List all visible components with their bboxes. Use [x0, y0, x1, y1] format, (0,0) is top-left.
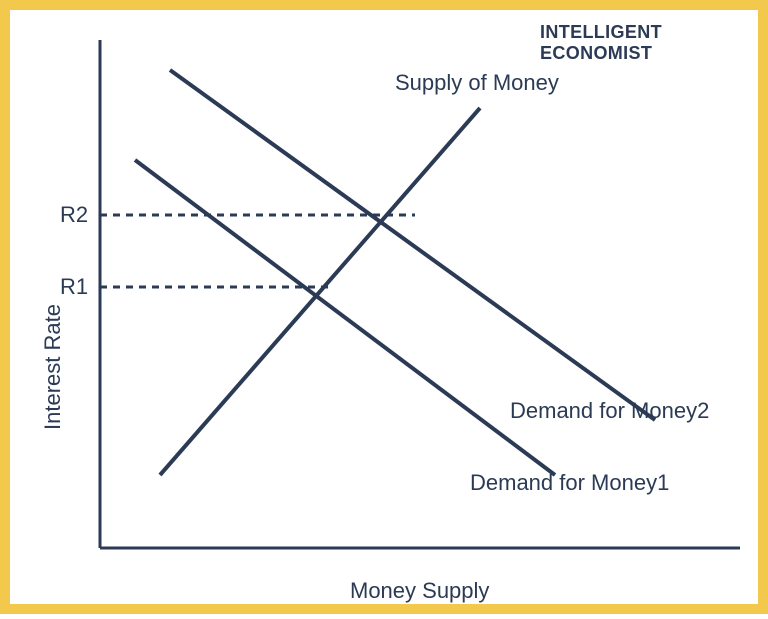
chart-svg — [0, 0, 768, 614]
line-label-demand2: Demand for Money2 — [510, 398, 709, 424]
chart-area — [0, 0, 768, 614]
line-supply — [160, 108, 480, 475]
tick-label-r1: R1 — [60, 274, 88, 300]
line-label-demand1: Demand for Money1 — [470, 470, 669, 496]
line-label-supply: Supply of Money — [395, 70, 559, 96]
tick-label-r2: R2 — [60, 202, 88, 228]
line-demand1 — [135, 160, 555, 475]
x-axis-label: Money Supply — [350, 578, 489, 604]
y-axis-label: Interest Rate — [40, 304, 66, 430]
